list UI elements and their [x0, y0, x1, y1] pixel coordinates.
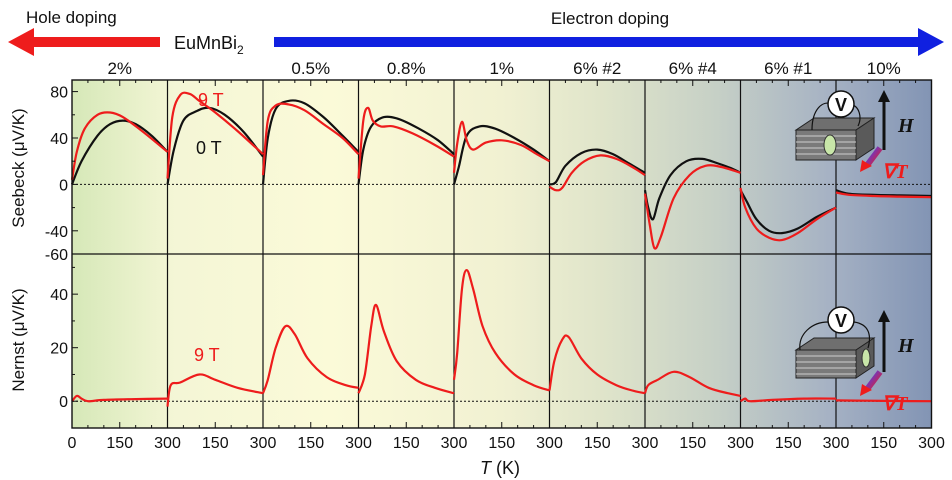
x-tick-label: 150 — [679, 435, 706, 452]
gradient-label: ∇T — [882, 161, 908, 183]
seebeck-9T-curve — [261, 102, 360, 176]
nernst-9T-curve — [643, 370, 741, 397]
seebeck-9T-curve — [643, 164, 741, 250]
y-tick-label: -40 — [45, 224, 68, 241]
y-tick-label: 0 — [59, 394, 68, 411]
doping-header: Hole doping Electron doping EuMnBi2 — [8, 8, 944, 57]
seebeck-9T-curve — [452, 120, 551, 173]
gradient-arrow-icon — [860, 160, 872, 172]
nernst-9T-curve — [548, 334, 646, 395]
seebeck-9T-curve — [357, 106, 455, 179]
sample-front-face — [795, 349, 857, 379]
zero-tesla-label: 0 T — [196, 138, 222, 158]
electron-doping-label: Electron doping — [551, 9, 669, 28]
panel-label: 6% #2 — [573, 59, 621, 78]
x-tick-label: 150 — [202, 435, 229, 452]
field-arrow-icon — [878, 310, 890, 322]
x-tick-label: 150 — [584, 435, 611, 452]
voltmeter-icon — [827, 306, 855, 334]
seebeck-9T-curve — [70, 111, 169, 180]
field-label: H — [897, 335, 915, 357]
seebeck-9T-curve — [166, 91, 264, 179]
nernst-axis-label: Nernst (μV/K) — [9, 288, 28, 391]
seebeck-0T-curve — [357, 115, 455, 185]
gradient-label: ∇T — [882, 393, 908, 415]
panel-label: 2% — [107, 59, 132, 78]
seebeck-9T-curve — [548, 154, 646, 192]
x-tick-label: 300 — [727, 435, 754, 452]
y-tick-label: 40 — [50, 131, 68, 148]
seebeck-9T-curve — [835, 191, 932, 199]
x-tick-label: 300 — [632, 435, 659, 452]
x-tick-label: 150 — [297, 435, 324, 452]
seebeck-0T-curve — [70, 119, 169, 185]
panel-labels: 2% 0.5% 0.8% 1% 6% #2 6% #4 6% #1 10% — [107, 59, 900, 78]
compound-formula: EuMnBi2 — [174, 33, 244, 57]
nernst-9T-curve — [357, 303, 455, 395]
x-tick-label: 300 — [345, 435, 372, 452]
panel-dividers — [72, 80, 932, 428]
y-tick-label: 40 — [50, 287, 68, 304]
nernst-9T-curve — [166, 373, 264, 407]
x-tick-label: 300 — [154, 435, 181, 452]
temperature-axis-label: T (K) — [480, 458, 520, 478]
voltmeter-label: V — [835, 311, 847, 331]
panel-label: 1% — [489, 59, 514, 78]
data-curves — [70, 91, 932, 407]
panel-label: 0.5% — [291, 59, 330, 78]
y-tick-label: -60 — [45, 247, 68, 264]
y-tick-label: 0 — [59, 177, 68, 194]
hole-doping-arrow — [8, 28, 160, 56]
voltmeter-icon — [827, 90, 855, 118]
x-tick-label: 150 — [488, 435, 515, 452]
axes: 0 150 300 150 300 150 300 150 300 150 300 150 300 150… — [45, 79, 945, 452]
seebeck-axis-label: Seebeck (μV/K) — [9, 108, 28, 227]
y-tick-label: 20 — [50, 341, 68, 358]
electrode-contact — [861, 348, 871, 368]
seebeck-0T-curve — [739, 189, 837, 235]
x-tick-label: 150 — [870, 435, 897, 452]
seebeck-0T-curve — [835, 189, 932, 198]
panel-label: 6% #1 — [764, 59, 812, 78]
nernst-9T-curve — [739, 397, 837, 403]
panel-label: 10% — [867, 59, 901, 78]
x-tick-label: 150 — [393, 435, 420, 452]
nernst-9T-curve — [71, 394, 168, 403]
electrode-contact — [823, 134, 837, 156]
seebeck-0T-curve — [261, 99, 360, 185]
x-tick-label: 300 — [918, 435, 945, 452]
field-arrow-icon — [878, 90, 890, 102]
gradient-arrow-icon — [860, 384, 872, 396]
x-tick-label: 300 — [536, 435, 563, 452]
seebeck-0T-curve — [643, 157, 741, 221]
seebeck-9T-curve — [739, 187, 837, 242]
seebeck-0T-curve — [549, 148, 646, 186]
nernst-9T-curve — [261, 324, 359, 394]
nernst-measurement-schematic: V H ∇T — [794, 306, 915, 415]
nine-tesla-label-seebeck: 9 T — [198, 90, 224, 110]
x-tick-label: 150 — [106, 435, 133, 452]
nine-tesla-label-nernst: 9 T — [194, 345, 220, 365]
x-tick-label: 300 — [250, 435, 277, 452]
seebeck-measurement-schematic: V H ∇T — [794, 90, 915, 183]
panel-label: 0.8% — [387, 59, 426, 78]
nernst-9T-curve — [835, 399, 932, 403]
seebeck-0T-curve — [166, 106, 264, 185]
x-tick-label: 150 — [775, 435, 802, 452]
nernst-9T-curve — [452, 268, 550, 392]
x-tick-label: 300 — [441, 435, 468, 452]
sample-side-face — [855, 117, 875, 161]
hole-doping-label: Hole doping — [26, 8, 117, 27]
seebeck-0T-curve — [452, 124, 551, 185]
x-tick-label: 0 — [68, 435, 77, 452]
panel-label: 6% #4 — [669, 59, 717, 78]
field-label: H — [897, 115, 915, 137]
y-tick-label: 80 — [50, 85, 68, 102]
electron-doping-arrow — [274, 28, 944, 56]
x-tick-label: 300 — [823, 435, 850, 452]
voltmeter-label: V — [835, 95, 847, 115]
